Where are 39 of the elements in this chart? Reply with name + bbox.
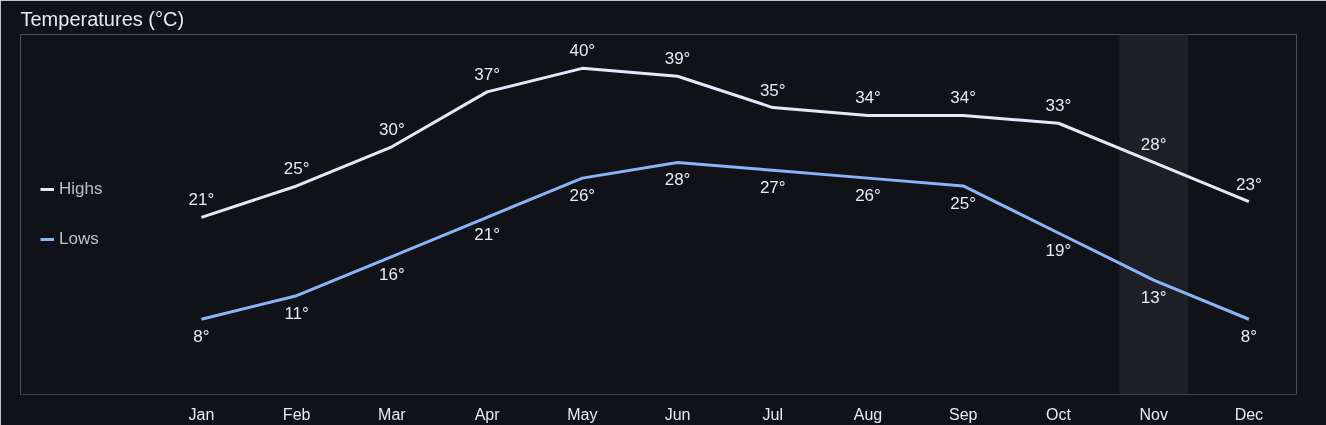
data-label: 39°	[664, 49, 691, 69]
data-label: 8°	[193, 327, 210, 347]
legend-label: Lows	[59, 229, 99, 249]
data-label: 37°	[474, 64, 500, 84]
data-label: 33°	[1045, 96, 1072, 116]
x-tick-label: Jan	[188, 405, 215, 423]
data-label: 21°	[474, 225, 500, 245]
data-label: 28°	[1140, 135, 1167, 155]
data-label: 27°	[759, 178, 786, 198]
data-label: 34°	[855, 88, 881, 108]
data-label: 25°	[950, 193, 977, 213]
data-label: 23°	[1236, 174, 1262, 194]
x-tick-label: Jul	[762, 405, 783, 423]
data-label: 30°	[379, 119, 405, 139]
data-label: 19°	[1045, 241, 1072, 260]
x-tick-label: Apr	[474, 405, 501, 423]
x-tick-label: Aug	[853, 405, 883, 423]
legend-label: Highs	[59, 179, 103, 199]
chart-title: Temperatures (°C)	[20, 7, 185, 30]
data-label: 16°	[379, 264, 405, 284]
data-label: 28°	[664, 170, 691, 190]
x-tick-label: Feb	[282, 405, 311, 423]
x-tick-label: Mar	[378, 405, 407, 423]
data-label: 13°	[1140, 288, 1167, 308]
data-label: 26°	[569, 186, 596, 206]
data-label: 11°	[284, 303, 309, 323]
data-label: 26°	[855, 186, 881, 206]
x-tick-label: Sep	[948, 405, 978, 423]
x-tick-label: Nov	[1139, 405, 1168, 423]
x-tick-label: May	[567, 405, 598, 423]
data-label: 40°	[569, 41, 596, 61]
data-label: 25°	[283, 158, 310, 178]
data-label: 8°	[1240, 327, 1258, 347]
x-tick-label: Oct	[1045, 405, 1072, 423]
x-tick-label: Jun	[664, 405, 691, 423]
x-tick-label: Dec	[1234, 405, 1264, 423]
data-label: 21°	[188, 190, 215, 210]
data-label: 34°	[950, 88, 977, 108]
data-label: 35°	[759, 80, 786, 100]
